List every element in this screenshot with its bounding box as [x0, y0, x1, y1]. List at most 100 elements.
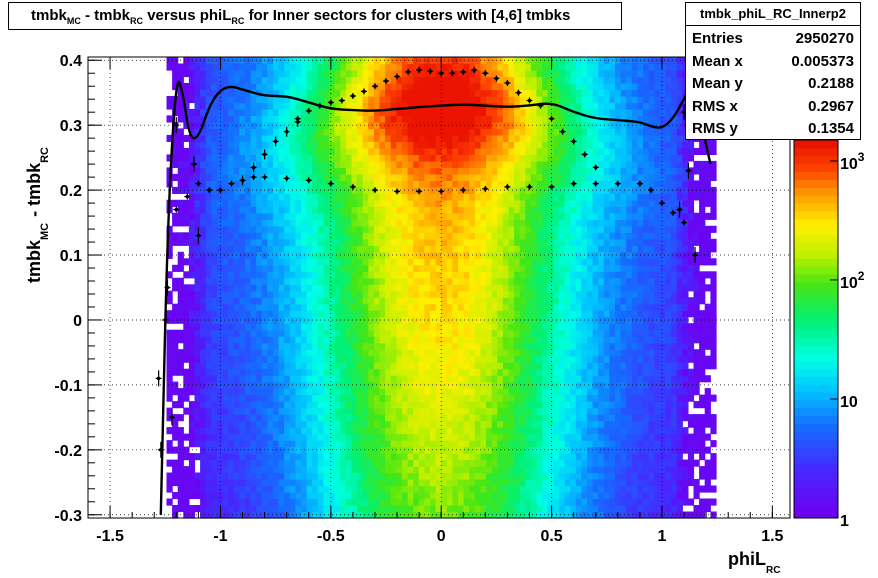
- heatmap-cell: [441, 433, 448, 441]
- heatmap-cell: [340, 206, 347, 214]
- heatmap-cell: [480, 225, 487, 233]
- heatmap-cell: [233, 199, 240, 207]
- heatmap-cell: [267, 212, 274, 220]
- heatmap-cell: [486, 89, 493, 97]
- heatmap-cell: [205, 290, 212, 298]
- heatmap-cell: [418, 401, 425, 409]
- heatmap-cell: [306, 427, 313, 435]
- heatmap-cell: [553, 466, 560, 474]
- heatmap-cell: [222, 381, 229, 389]
- heatmap-cell: [362, 154, 369, 162]
- heatmap-cell: [216, 414, 224, 422]
- heatmap-cell: [306, 102, 313, 110]
- heatmap-cell: [351, 498, 358, 506]
- heatmap-cell: [317, 173, 324, 181]
- heatmap-cell: [284, 264, 291, 272]
- heatmap-cell: [312, 225, 319, 233]
- heatmap-cell: [261, 485, 268, 493]
- heatmap-cell: [301, 394, 308, 402]
- heatmap-cell: [345, 349, 353, 357]
- heatmap-cell: [525, 199, 532, 207]
- heatmap-cell: [329, 245, 336, 253]
- heatmap-cell: [508, 498, 515, 506]
- heatmap-cell: [267, 134, 274, 142]
- heatmap-cell: [329, 154, 336, 162]
- heatmap-cell: [340, 173, 347, 181]
- heatmap-cell: [177, 89, 184, 97]
- heatmap-cell: [446, 427, 453, 435]
- heatmap-cell: [514, 303, 521, 311]
- heatmap-cell: [525, 108, 532, 116]
- heatmap-cell: [553, 108, 560, 116]
- heatmap-cell: [273, 414, 280, 422]
- heatmap-cell: [222, 375, 229, 383]
- heatmap-cell: [530, 70, 538, 78]
- heatmap-cell: [396, 115, 403, 123]
- heatmap-cell: [390, 479, 397, 487]
- heatmap-cell: [306, 141, 313, 149]
- heatmap-cell: [469, 290, 476, 298]
- heatmap-cell: [514, 472, 521, 480]
- heatmap-cell: [547, 76, 554, 84]
- heatmap-cell: [502, 167, 510, 175]
- heatmap-cell: [418, 238, 425, 246]
- heatmap-cell: [284, 355, 291, 363]
- heatmap-cell: [301, 440, 308, 448]
- heatmap-cell: [497, 225, 504, 233]
- heatmap-cell: [547, 394, 554, 402]
- heatmap-cell: [525, 141, 532, 149]
- heatmap-cell: [267, 420, 274, 428]
- heatmap-cell: [233, 433, 240, 441]
- heatmap-cell: [514, 323, 521, 331]
- heatmap-cell: [530, 128, 538, 136]
- heatmap-cell: [418, 76, 425, 84]
- heatmap-cell: [379, 232, 386, 240]
- heatmap-cell: [233, 414, 240, 422]
- heatmap-cell: [407, 199, 414, 207]
- heatmap-cell: [446, 316, 453, 324]
- heatmap-cell: [514, 505, 521, 513]
- heatmap-cell: [334, 232, 341, 240]
- heatmap-cell: [250, 388, 257, 396]
- heatmap-cell: [491, 485, 498, 493]
- heatmap-cell: [177, 336, 184, 344]
- heatmap-cell: [368, 277, 375, 285]
- heatmap-cell: [177, 284, 184, 292]
- heatmap-cell: [463, 498, 470, 506]
- heatmap-cell: [469, 375, 476, 383]
- heatmap-cell: [424, 492, 431, 500]
- heatmap-cell: [284, 180, 291, 188]
- heatmap-cell: [514, 160, 521, 168]
- heatmap-cell: [183, 485, 190, 493]
- heatmap-cell: [402, 303, 409, 311]
- heatmap-cell: [508, 121, 515, 129]
- heatmap-cell: [323, 459, 330, 467]
- heatmap-cell: [289, 284, 296, 292]
- heatmap-cell: [553, 63, 560, 71]
- heatmap-cell: [514, 167, 521, 175]
- heatmap-cell: [323, 154, 330, 162]
- heatmap-cell: [497, 414, 504, 422]
- heatmap-cell: [402, 375, 409, 383]
- heatmap-cell: [430, 167, 437, 175]
- heatmap-cell: [402, 362, 409, 370]
- heatmap-cell: [250, 420, 257, 428]
- heatmap-cell: [373, 472, 381, 480]
- heatmap-cell: [301, 375, 308, 383]
- heatmap-cell: [502, 453, 510, 461]
- heatmap-cell: [502, 212, 510, 220]
- heatmap-cell: [205, 362, 212, 370]
- heatmap-cell: [345, 134, 353, 142]
- heatmap-cell: [385, 362, 392, 370]
- heatmap-cell: [250, 381, 257, 389]
- heatmap-cell: [452, 505, 459, 513]
- heatmap-cell: [278, 401, 285, 409]
- heatmap-cell: [379, 485, 386, 493]
- heatmap-cell: [413, 485, 420, 493]
- heatmap-cell: [295, 134, 302, 142]
- heatmap-cell: [306, 316, 313, 324]
- heatmap-cell: [536, 446, 543, 454]
- heatmap-cell: [278, 89, 285, 97]
- heatmap-cell: [256, 401, 263, 409]
- heatmap-cell: [430, 141, 437, 149]
